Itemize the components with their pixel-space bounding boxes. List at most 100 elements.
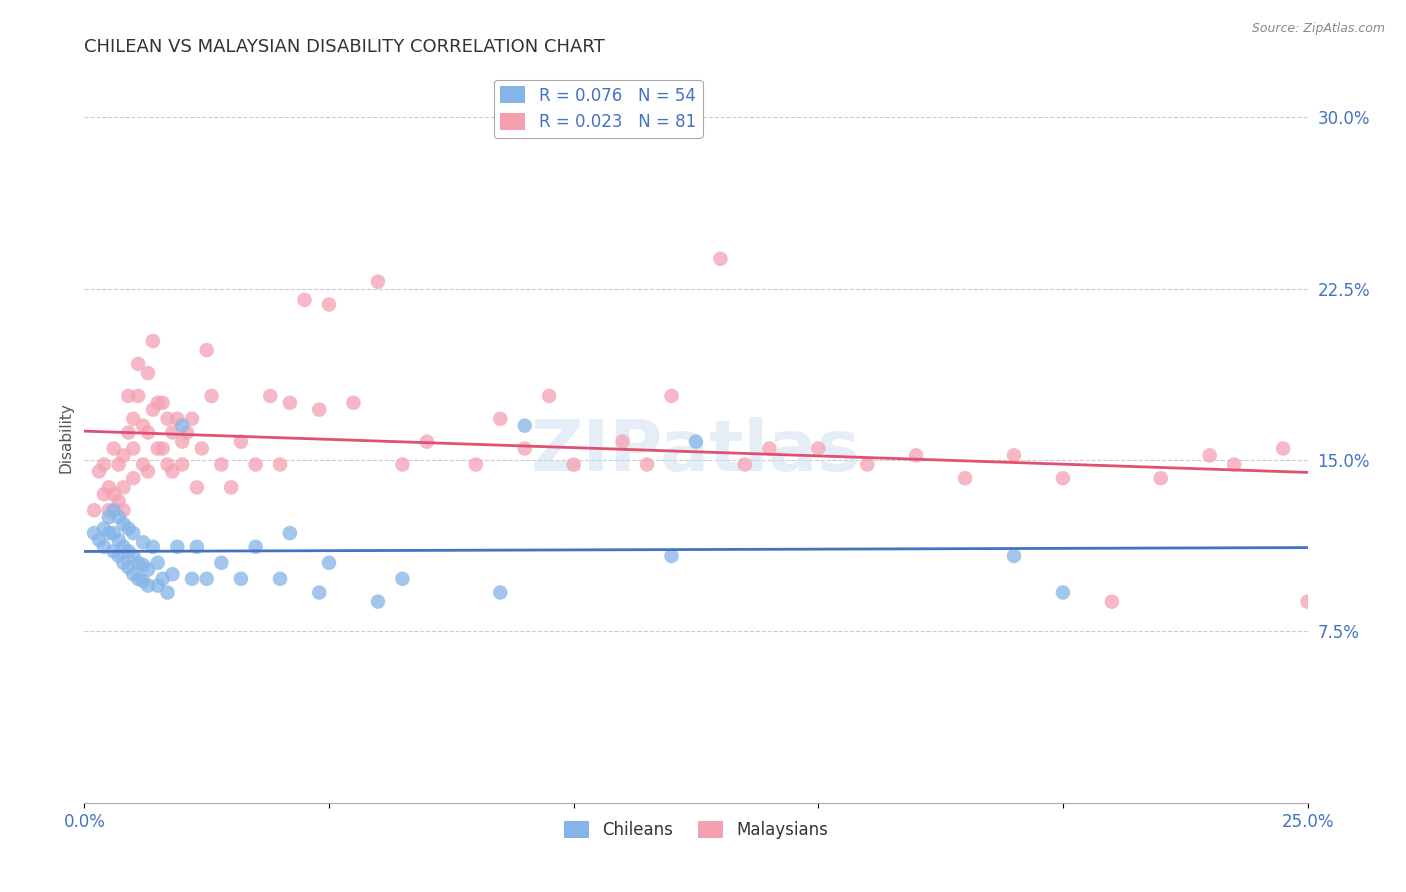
Point	[661, 389, 683, 403]
Text: Source: ZipAtlas.com: Source: ZipAtlas.com	[1251, 22, 1385, 36]
Point	[308, 585, 330, 599]
Point	[1002, 549, 1025, 563]
Point	[122, 471, 145, 485]
Point	[103, 503, 125, 517]
Point	[162, 464, 184, 478]
Y-axis label: Disability: Disability	[58, 401, 73, 473]
Point	[269, 458, 291, 472]
Point	[416, 434, 439, 449]
Point	[146, 579, 169, 593]
Point	[172, 418, 194, 433]
Point	[219, 480, 242, 494]
Point	[122, 412, 145, 426]
Point	[1052, 585, 1074, 599]
Point	[142, 334, 165, 348]
Point	[367, 595, 389, 609]
Point	[132, 574, 155, 588]
Point	[87, 533, 110, 547]
Point	[107, 533, 129, 547]
Point	[318, 297, 340, 311]
Point	[93, 487, 115, 501]
Point	[156, 412, 179, 426]
Point	[132, 458, 155, 472]
Point	[367, 275, 389, 289]
Point	[245, 458, 267, 472]
Point	[107, 510, 129, 524]
Point	[122, 442, 145, 456]
Point	[156, 585, 179, 599]
Point	[112, 480, 135, 494]
Point	[132, 535, 155, 549]
Point	[112, 503, 135, 517]
Text: CHILEAN VS MALAYSIAN DISABILITY CORRELATION CHART: CHILEAN VS MALAYSIAN DISABILITY CORRELAT…	[84, 38, 605, 56]
Point	[87, 464, 110, 478]
Point	[166, 540, 188, 554]
Point	[112, 540, 135, 554]
Point	[1296, 595, 1319, 609]
Point	[136, 563, 159, 577]
Point	[734, 458, 756, 472]
Point	[1101, 595, 1123, 609]
Point	[83, 526, 105, 541]
Point	[112, 556, 135, 570]
Point	[146, 396, 169, 410]
Point	[856, 458, 879, 472]
Point	[308, 402, 330, 417]
Point	[107, 494, 129, 508]
Point	[259, 389, 281, 403]
Point	[342, 396, 364, 410]
Point	[112, 516, 135, 531]
Point	[93, 458, 115, 472]
Point	[278, 396, 301, 410]
Point	[162, 425, 184, 440]
Point	[807, 442, 830, 456]
Point	[122, 567, 145, 582]
Point	[152, 572, 174, 586]
Point	[176, 425, 198, 440]
Point	[1150, 471, 1173, 485]
Point	[318, 556, 340, 570]
Point	[152, 396, 174, 410]
Point	[97, 510, 120, 524]
Point	[513, 418, 536, 433]
Point	[127, 572, 149, 586]
Legend: Chileans, Malaysians: Chileans, Malaysians	[557, 814, 835, 846]
Point	[195, 572, 218, 586]
Point	[152, 442, 174, 456]
Point	[136, 425, 159, 440]
Point	[136, 464, 159, 478]
Point	[93, 540, 115, 554]
Point	[209, 556, 232, 570]
Text: ZIPatlas: ZIPatlas	[531, 417, 860, 486]
Point	[195, 343, 218, 358]
Point	[1198, 449, 1220, 463]
Point	[1052, 471, 1074, 485]
Point	[146, 442, 169, 456]
Point	[117, 389, 139, 403]
Point	[132, 558, 155, 573]
Point	[136, 366, 159, 380]
Point	[709, 252, 731, 266]
Point	[229, 434, 252, 449]
Point	[391, 458, 413, 472]
Point	[97, 526, 120, 541]
Point	[209, 458, 232, 472]
Point	[758, 442, 780, 456]
Point	[953, 471, 976, 485]
Point	[142, 402, 165, 417]
Point	[103, 544, 125, 558]
Point	[103, 487, 125, 501]
Point	[142, 540, 165, 554]
Point	[97, 480, 120, 494]
Point	[117, 560, 139, 574]
Point	[136, 579, 159, 593]
Point	[83, 503, 105, 517]
Point	[107, 549, 129, 563]
Point	[1272, 442, 1295, 456]
Point	[636, 458, 658, 472]
Point	[112, 449, 135, 463]
Point	[513, 442, 536, 456]
Point	[685, 434, 707, 449]
Point	[181, 412, 204, 426]
Point	[191, 442, 214, 456]
